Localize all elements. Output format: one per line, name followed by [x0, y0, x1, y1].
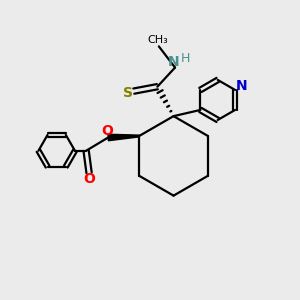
Text: H: H — [181, 52, 190, 65]
Text: O: O — [102, 124, 114, 138]
Text: O: O — [83, 172, 95, 186]
Text: S: S — [123, 85, 133, 100]
Polygon shape — [108, 134, 139, 141]
Text: N: N — [236, 80, 248, 93]
Text: CH₃: CH₃ — [147, 35, 168, 45]
Text: N: N — [168, 55, 179, 69]
